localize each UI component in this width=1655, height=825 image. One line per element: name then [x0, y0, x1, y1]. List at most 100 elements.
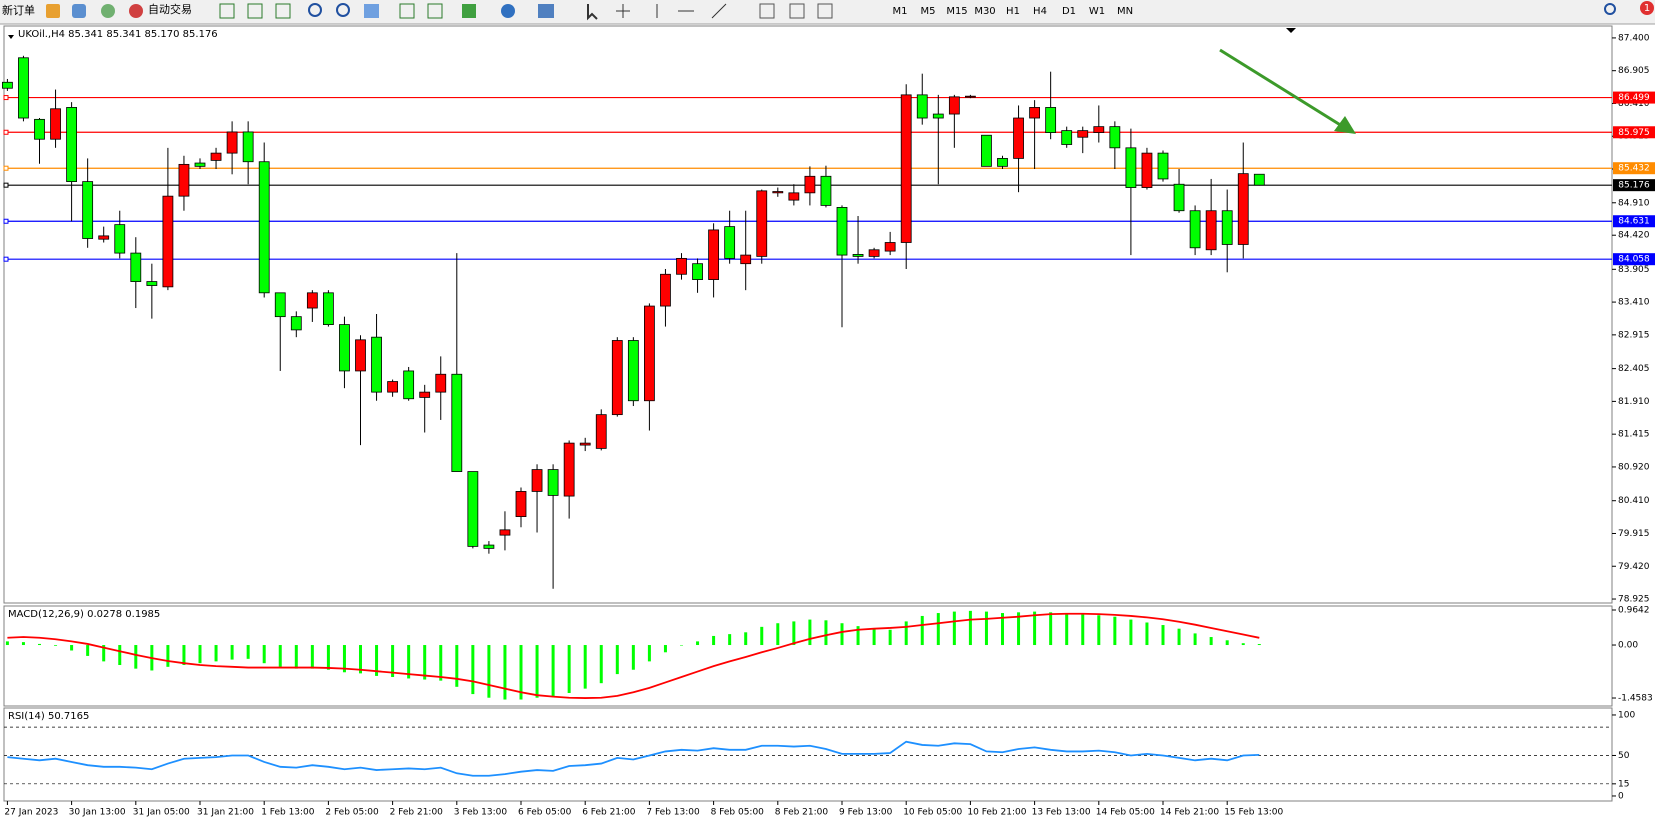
icon[interactable]	[817, 3, 833, 19]
candle-body	[98, 235, 110, 240]
icon[interactable]	[501, 4, 515, 18]
histogram-bar	[246, 645, 250, 659]
histogram-bar	[920, 615, 924, 646]
search-icon[interactable]	[1604, 3, 1616, 15]
candle-body	[258, 161, 270, 294]
histogram-bar	[840, 623, 844, 646]
candle-body	[692, 263, 703, 280]
histogram-bar	[326, 645, 330, 670]
candle-body	[146, 281, 158, 286]
draw-icons[interactable]	[656, 3, 727, 19]
icon[interactable]	[219, 3, 235, 19]
x-tick-label: 8 Feb 05:00	[711, 808, 765, 818]
level-marker	[3, 218, 9, 224]
main-panel	[3, 25, 1613, 604]
icon[interactable]	[72, 4, 86, 18]
histogram-bar	[1129, 619, 1133, 646]
icon[interactable]	[462, 4, 476, 18]
histogram-bar	[1177, 628, 1181, 646]
icon[interactable]	[364, 4, 379, 18]
timeframe-button[interactable]: D1	[1062, 6, 1076, 17]
icon[interactable]	[789, 3, 805, 19]
y-tick-label: 81.415	[1618, 430, 1650, 440]
icon[interactable]	[46, 4, 60, 18]
candle-body	[18, 57, 29, 119]
x-tick-label: 31 Jan 05:00	[133, 808, 190, 818]
timeframe-button[interactable]: M15	[946, 6, 967, 17]
candle-body	[1125, 147, 1137, 188]
timeframe-button[interactable]: M5	[921, 6, 936, 17]
histogram-bar	[487, 645, 491, 698]
timeframe-button[interactable]: W1	[1089, 6, 1105, 17]
histogram-bar	[70, 645, 74, 651]
candle-body	[34, 118, 45, 140]
new-order-button[interactable]: 新订单	[2, 3, 35, 17]
candle-body	[788, 192, 800, 201]
auto-trading-button[interactable]: 自动交易	[148, 2, 192, 16]
icon[interactable]	[101, 4, 115, 18]
histogram-bar	[936, 613, 940, 646]
y-tick-label: 0.9642	[1618, 605, 1650, 615]
histogram-bar	[38, 643, 41, 646]
icon[interactable]	[247, 3, 263, 19]
y-tick-label: 79.420	[1618, 562, 1650, 572]
zoom-in-icon[interactable]	[308, 3, 322, 17]
candle-body	[644, 305, 655, 402]
icon[interactable]	[759, 3, 775, 19]
indicator-line	[7, 612, 1260, 699]
notification-badge[interactable]	[1640, 1, 1654, 15]
level-marker	[3, 95, 9, 101]
histogram-bar	[166, 645, 170, 667]
timeframe-button[interactable]: MN	[1117, 6, 1133, 17]
candle-body	[1189, 210, 1201, 249]
candle-body	[1093, 126, 1105, 133]
histogram-bar	[455, 645, 459, 687]
candle-body	[900, 94, 912, 243]
histogram-bar	[230, 645, 234, 660]
annotation-arrow	[1219, 48, 1343, 128]
x-tick-label: 7 Feb 13:00	[646, 808, 700, 818]
histogram-bar	[952, 611, 956, 646]
histogram-bar	[856, 626, 860, 646]
x-tick-label: 31 Jan 21:00	[197, 808, 254, 818]
y-tick-label: 83.905	[1618, 265, 1650, 275]
histogram-bar	[1081, 614, 1085, 646]
candle-body	[868, 249, 880, 257]
candle-body	[114, 224, 126, 254]
crosshair-icon[interactable]	[616, 4, 630, 18]
cursor-icon[interactable]	[587, 4, 598, 21]
candle-body	[355, 339, 366, 372]
icon[interactable]	[399, 3, 415, 19]
rsi-panel	[3, 707, 1613, 802]
auto-trading-icon[interactable]	[129, 4, 143, 18]
candle-body	[66, 107, 77, 182]
histogram-bar	[1113, 616, 1117, 646]
candle-body	[804, 175, 816, 194]
indicator-line	[7, 740, 1260, 777]
histogram-bar	[359, 645, 362, 674]
histogram-bar	[1209, 637, 1213, 646]
toolbar: 新订单 自动交易 1	[2, 1, 1654, 21]
candle-body	[708, 229, 719, 280]
candle-body	[547, 469, 559, 496]
candle-body	[515, 491, 527, 517]
candle-body	[756, 190, 768, 257]
histogram-bar	[647, 645, 651, 662]
histogram-bar	[54, 645, 58, 646]
timeframes: M1 M5 M15 M30 H1 H4 D1 W1 MN	[893, 6, 1134, 17]
icon[interactable]	[275, 3, 291, 19]
histogram-bar	[968, 610, 972, 646]
histogram-bar	[1225, 640, 1229, 646]
timeframe-button[interactable]: M1	[893, 6, 908, 17]
histogram-bar	[1193, 633, 1197, 646]
timeframe-button[interactable]: H4	[1033, 6, 1047, 17]
icon[interactable]	[538, 4, 554, 18]
icon[interactable]	[427, 3, 443, 19]
x-tick-label: 6 Feb 05:00	[518, 808, 572, 818]
level-price-box	[1613, 162, 1655, 175]
timeframe-button[interactable]: H1	[1006, 6, 1020, 17]
panel-title: MACD(12,26,9) 0.0278 0.1985	[8, 609, 160, 620]
candle-body	[82, 181, 94, 239]
timeframe-button[interactable]: M30	[974, 6, 995, 17]
zoom-out-icon[interactable]	[336, 3, 350, 17]
